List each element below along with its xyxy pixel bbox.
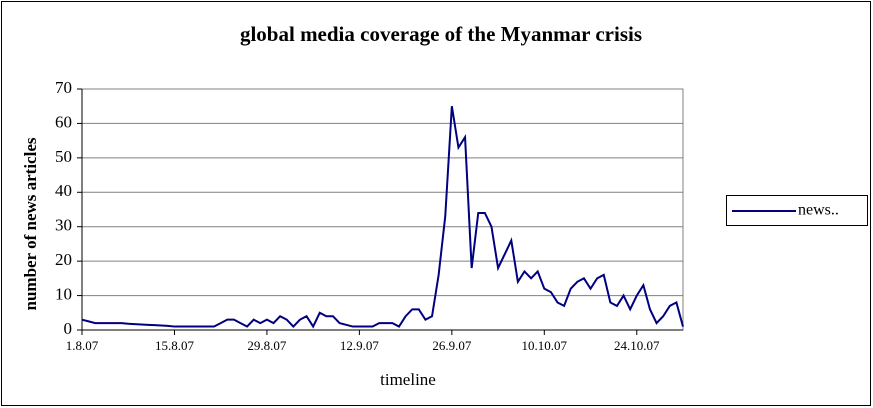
x-tick-label: 12.9.07	[340, 338, 380, 353]
y-tick-label: 30	[55, 216, 72, 235]
y-tick-label: 0	[64, 319, 73, 338]
chart-title: global media coverage of the Myanmar cri…	[240, 22, 642, 46]
y-tick-label: 10	[55, 284, 72, 303]
legend-label: news..	[798, 202, 839, 219]
x-axis-label: timeline	[380, 370, 436, 389]
x-tick-label: 1.8.07	[66, 338, 99, 353]
y-tick-label: 20	[55, 250, 72, 269]
series-line	[81, 106, 684, 329]
x-tick-label: 26.9.07	[432, 338, 472, 353]
y-tick-label: 60	[55, 112, 72, 131]
x-tick-label: 24.10.07	[614, 338, 660, 353]
y-tick-label: 50	[55, 147, 72, 166]
x-tick-label: 10.10.07	[522, 338, 568, 353]
x-tick-label: 15.8.07	[155, 338, 195, 353]
x-tick-label: 29.8.07	[247, 338, 287, 353]
y-tick-label: 40	[55, 181, 72, 200]
y-tick-label: 70	[55, 78, 72, 97]
y-axis-label: number of news articles	[21, 137, 40, 310]
